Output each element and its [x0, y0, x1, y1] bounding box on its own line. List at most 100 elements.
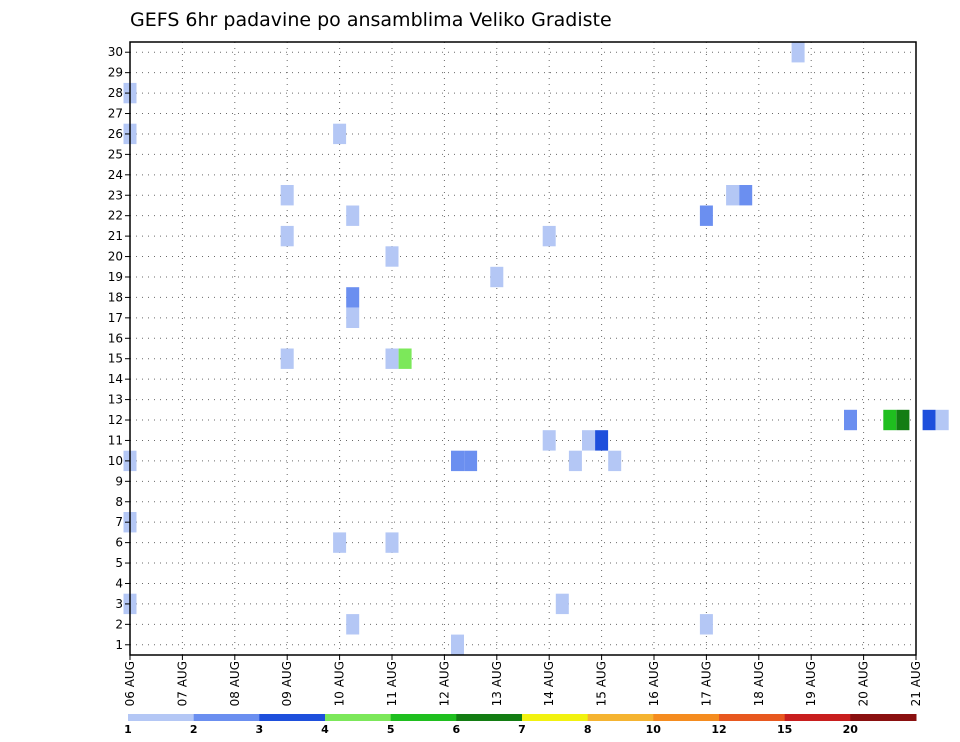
y-tick-label: 2	[115, 617, 123, 631]
y-tick-label: 13	[108, 393, 123, 407]
y-tick-label: 17	[108, 311, 123, 325]
plot-frame	[129, 41, 917, 656]
colorbar-segment	[850, 714, 917, 721]
precip-cell	[280, 225, 294, 247]
colorbar: 1 2 3 4 5 6 7 8 10 12 15 20	[124, 714, 917, 736]
colorbar-label: 20	[843, 723, 859, 736]
x-tick-label: 12 AUG	[437, 661, 451, 706]
colorbar-segment	[784, 714, 851, 721]
colorbar-segment	[587, 714, 654, 721]
y-tick-label: 23	[108, 188, 123, 202]
precip-cell	[699, 205, 713, 226]
x-tick-label: 11 AUG	[385, 661, 399, 706]
precip-cell	[280, 185, 294, 206]
precip-cell	[385, 532, 399, 553]
y-axis: 1234567891011121314151617181920212223242…	[108, 45, 130, 652]
colorbar-segment	[193, 714, 260, 721]
y-tick-label: 5	[115, 556, 123, 570]
y-tick-label: 7	[115, 515, 123, 529]
x-tick-label: 18 AUG	[752, 661, 766, 706]
x-tick-label: 08 AUG	[228, 661, 242, 706]
x-axis: 06 AUG 07 AUG 08 AUG 09 AUG 10 AUG 11 AUG 12 A…	[123, 655, 923, 706]
y-tick-label: 16	[108, 331, 123, 345]
colorbar-label: 1	[124, 723, 132, 736]
y-tick-label: 30	[108, 45, 123, 59]
data-cells	[123, 42, 949, 655]
y-tick-label: 18	[108, 290, 123, 304]
y-tick-label: 15	[108, 352, 123, 366]
precip-cell	[555, 593, 569, 615]
x-tick-label: 15 AUG	[595, 661, 609, 706]
y-tick-label: 6	[115, 536, 123, 550]
precip-cell	[542, 430, 556, 451]
y-tick-label: 27	[108, 107, 123, 121]
colorbar-label: 15	[777, 723, 792, 736]
y-tick-label: 12	[108, 413, 123, 427]
y-tick-label: 24	[108, 168, 123, 182]
grid	[130, 42, 916, 655]
y-tick-label: 21	[108, 229, 123, 243]
precip-cell	[844, 409, 857, 431]
precip-cell	[451, 634, 464, 655]
x-tick-label: 19 AUG	[804, 661, 818, 706]
x-tick-label: 09 AUG	[280, 661, 294, 706]
precip-cell	[883, 409, 897, 431]
x-tick-label: 16 AUG	[647, 661, 661, 706]
precip-cell	[568, 450, 582, 472]
y-tick-label: 29	[108, 66, 123, 80]
colorbar-label: 12	[711, 723, 726, 736]
y-tick-label: 4	[115, 576, 123, 590]
x-tick-label: 06 AUG	[123, 661, 137, 706]
precip-cell	[398, 348, 412, 369]
precip-cell	[791, 42, 805, 63]
precip-cell	[896, 409, 910, 431]
colorbar-label: 6	[452, 723, 460, 736]
colorbar-segment	[456, 714, 523, 721]
precip-cell	[464, 450, 478, 472]
colorbar-segment	[259, 714, 326, 721]
precip-cell	[346, 614, 360, 635]
colorbar-label: 4	[321, 723, 329, 736]
precip-cell	[333, 532, 347, 553]
precip-cell	[935, 409, 949, 431]
x-tick-label: 14 AUG	[542, 661, 556, 706]
precip-cell	[333, 123, 347, 145]
precip-cell	[739, 185, 753, 206]
precip-cell	[699, 614, 713, 635]
y-tick-label: 19	[108, 270, 123, 284]
precip-cell	[490, 266, 504, 288]
colorbar-label: 2	[190, 723, 198, 736]
precip-cell	[922, 409, 936, 431]
colorbar-segment	[325, 714, 392, 721]
colorbar-segment	[653, 714, 720, 721]
colorbar-label: 7	[518, 723, 526, 736]
colorbar-segment	[719, 714, 786, 721]
x-tick-label: 10 AUG	[333, 661, 347, 706]
y-tick-label: 22	[108, 209, 123, 223]
precip-cell	[582, 430, 595, 451]
colorbar-label: 10	[646, 723, 662, 736]
colorbar-segment	[128, 714, 195, 721]
colorbar-label: 5	[387, 723, 395, 736]
precip-cell	[451, 450, 464, 472]
y-tick-label: 9	[115, 474, 123, 488]
colorbar-segment	[390, 714, 457, 721]
precip-cell	[726, 185, 740, 206]
precip-cell	[280, 348, 294, 369]
precip-cell	[346, 287, 360, 308]
y-tick-label: 20	[108, 250, 123, 264]
x-tick-label: 13 AUG	[490, 661, 504, 706]
precip-cell	[595, 430, 609, 451]
precip-cell	[385, 348, 399, 369]
x-tick-label: 17 AUG	[699, 661, 713, 706]
y-tick-label: 25	[108, 147, 123, 161]
x-tick-label: 20 AUG	[857, 661, 871, 706]
colorbar-segment	[522, 714, 589, 721]
precip-cell	[385, 246, 399, 267]
chart-title: GEFS 6hr padavine po ansamblima Veliko G…	[130, 9, 612, 31]
y-tick-label: 14	[108, 372, 123, 386]
precip-cell	[542, 225, 556, 247]
colorbar-label: 3	[255, 723, 263, 736]
precip-cell	[346, 307, 360, 328]
